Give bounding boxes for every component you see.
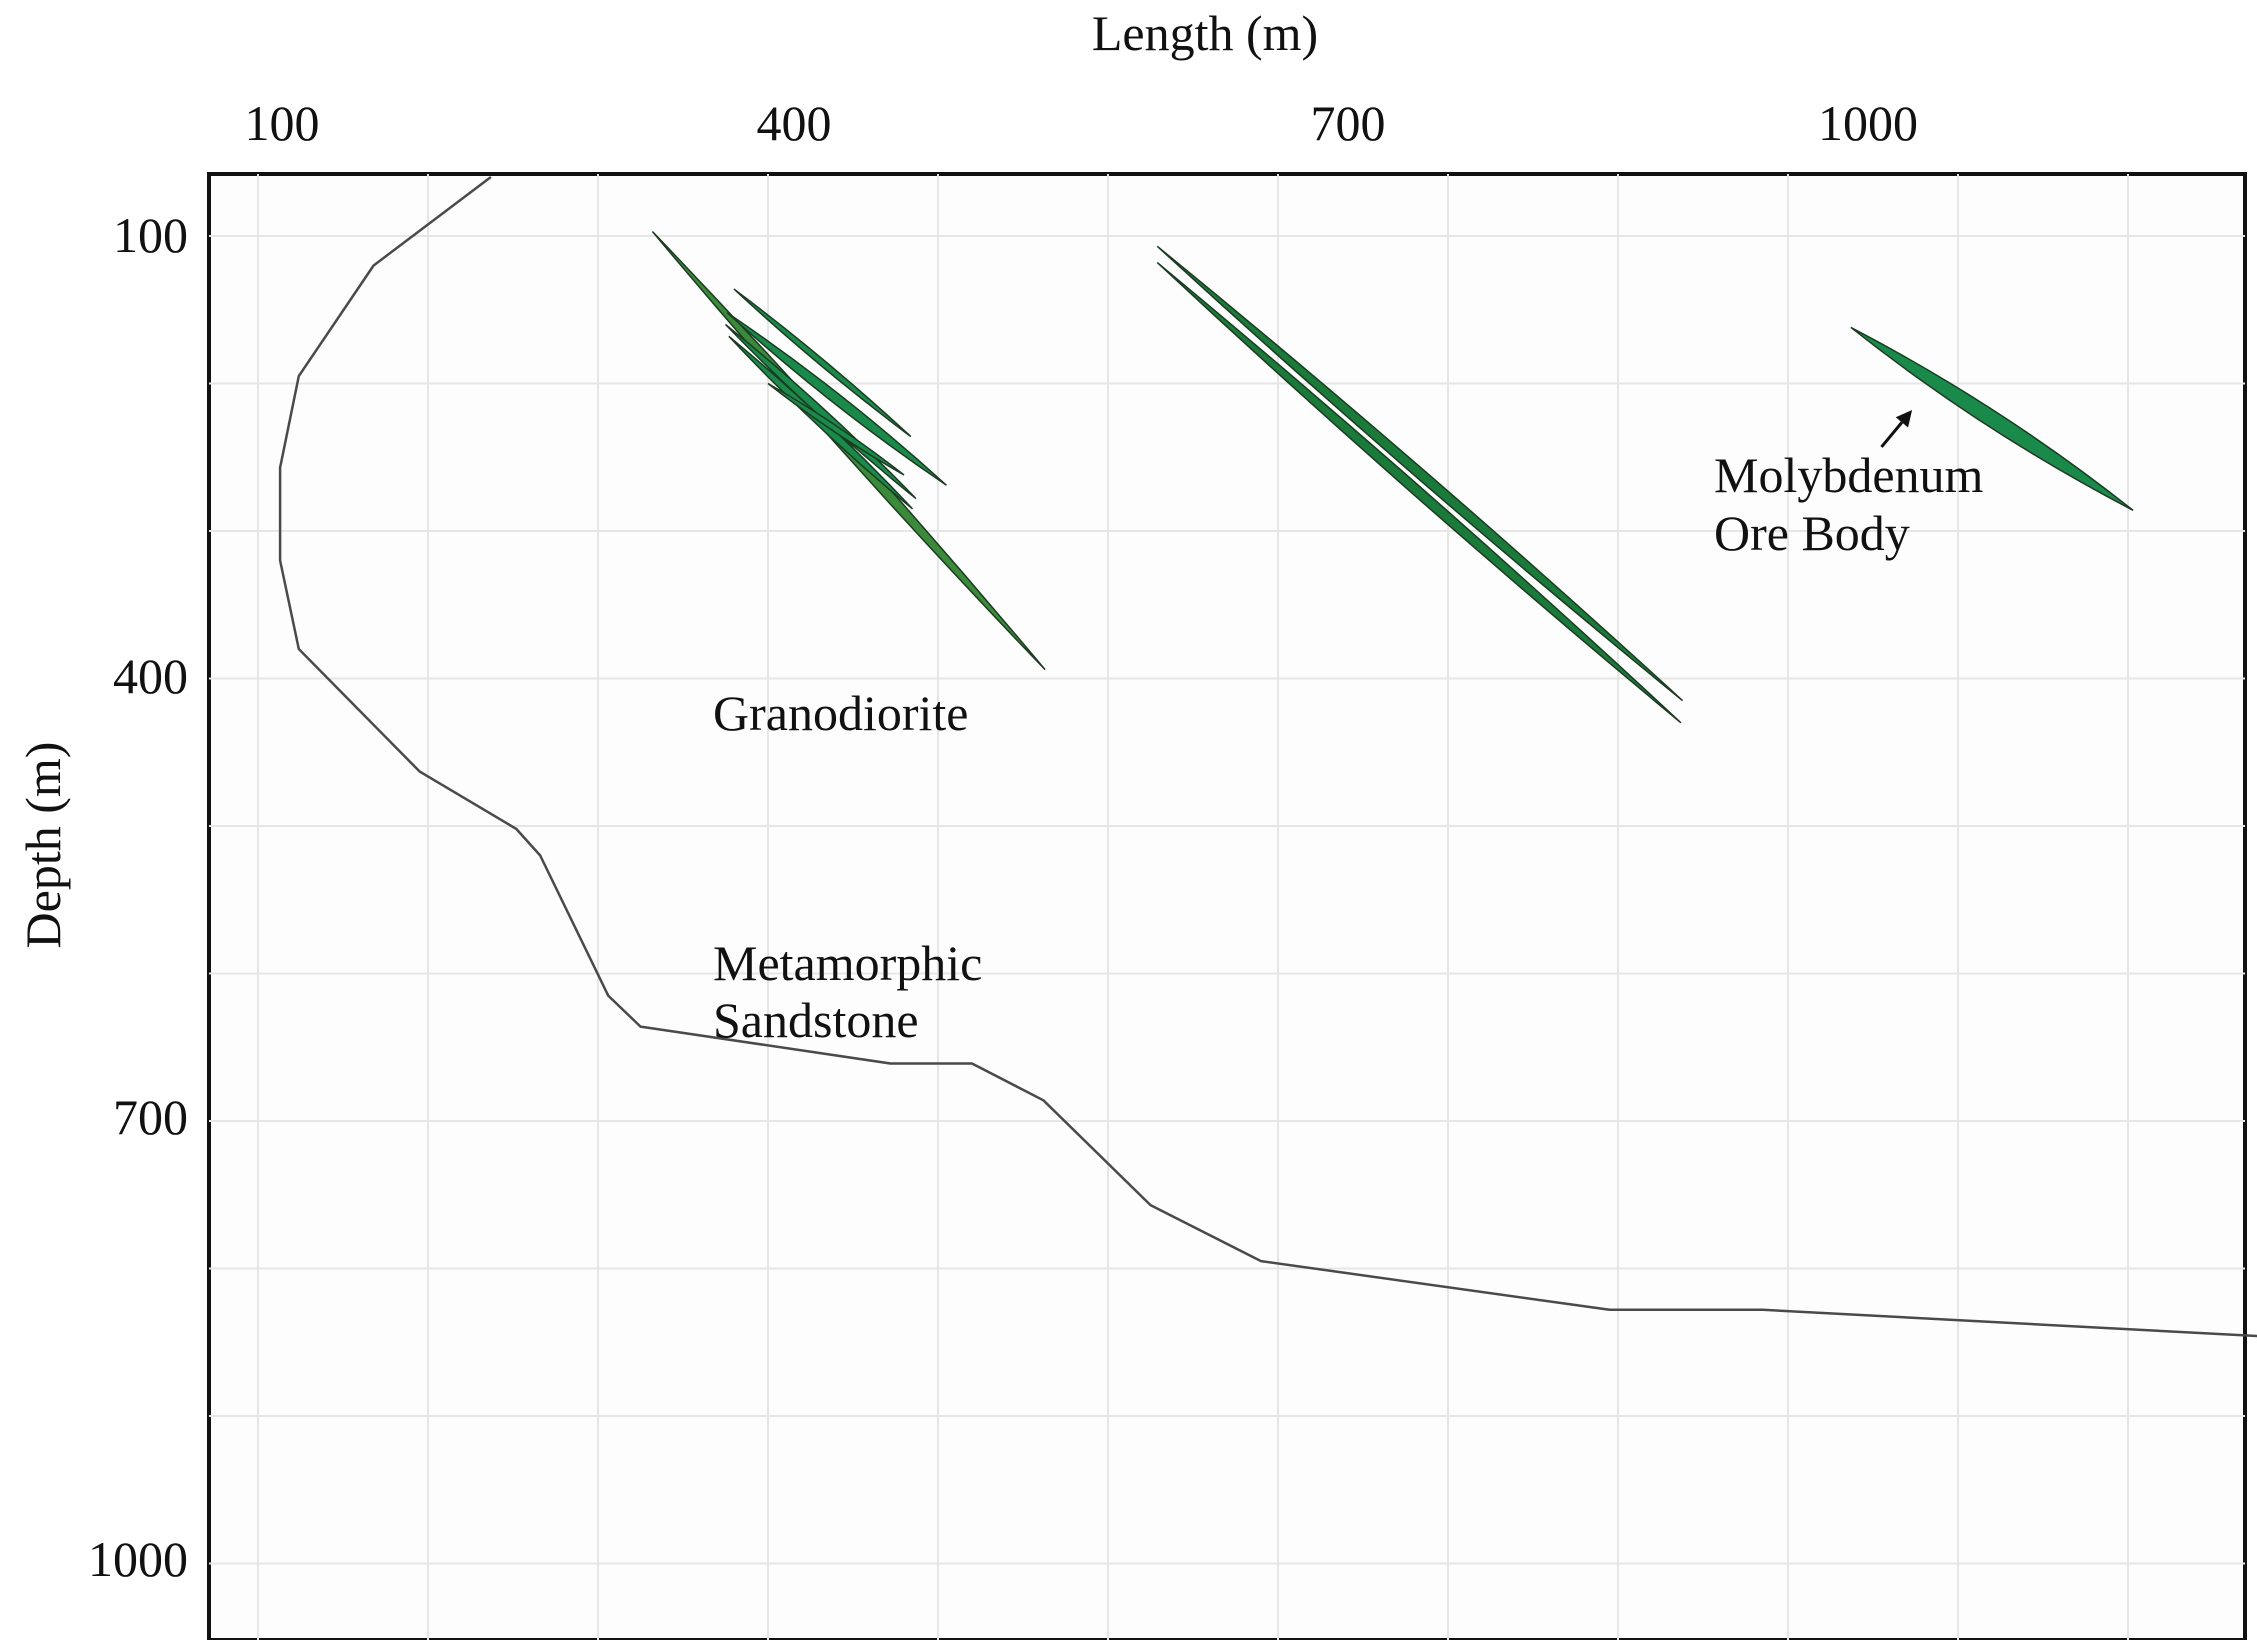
y-tick-label: 700 [113,1089,188,1145]
x-tick-label: 700 [1311,95,1386,151]
molybdenum-ore-label-line1: Molybdenum [1714,447,1984,503]
x-tick-label: 400 [757,95,832,151]
ore-body-central [1156,261,1682,724]
ore-body-arrow [1880,421,1904,448]
molybdenum-ore-label-line2: Ore Body [1714,505,1910,561]
y-axis-ticks: 100 400 700 1000 [88,207,188,1587]
metamorphic-sandstone-label-line1: Metamorphic [713,935,982,991]
x-axis-title: Length (m) [1092,5,1318,61]
grid [209,174,2245,1640]
ore-body-east [1850,326,2134,512]
y-axis-title: Depth (m) [15,742,71,949]
x-axis-ticks: 100 400 700 1000 [245,95,1919,151]
ore-body-west [733,288,912,438]
y-tick-label: 400 [113,648,188,704]
ore-body-central [1156,245,1684,702]
ore-body-west [767,382,905,476]
x-tick-label: 100 [245,95,320,151]
ore-bodies [651,231,2134,724]
x-tick-label: 1000 [1818,95,1918,151]
ore-body-west [726,312,948,486]
y-tick-label: 100 [113,207,188,263]
granodiorite-sandstone-contact [278,176,2257,1338]
metamorphic-sandstone-label-line2: Sandstone [713,992,919,1048]
y-tick-label: 1000 [88,1531,188,1587]
ore-body-arrowhead [1895,410,1913,428]
granodiorite-label: Granodiorite [713,685,968,741]
